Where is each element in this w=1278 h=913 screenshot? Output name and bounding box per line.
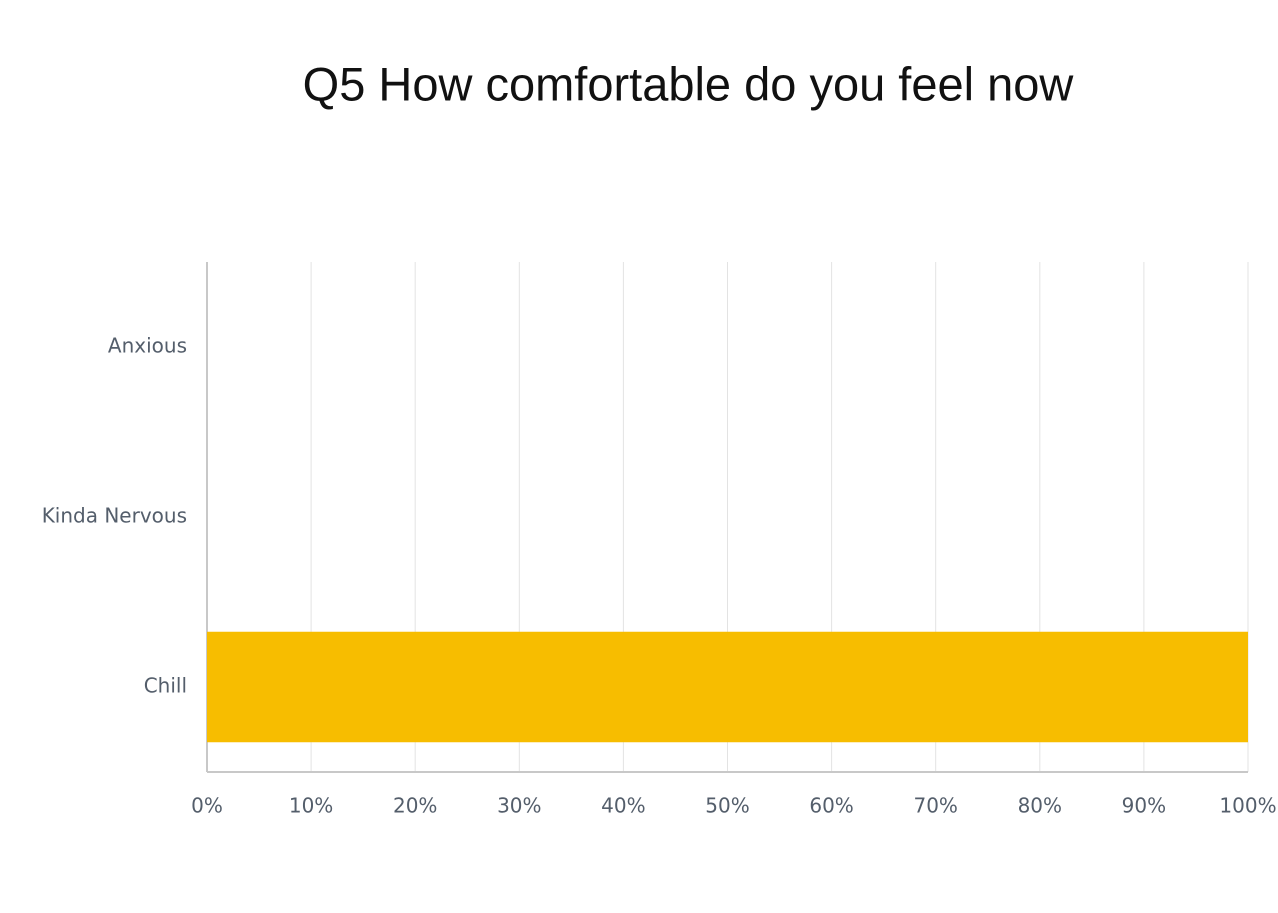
x-tick-label: 90%: [1122, 794, 1166, 818]
y-tick-label: Chill: [144, 674, 187, 698]
y-tick-label: Anxious: [108, 334, 187, 358]
chart-title: Q5 How comfortable do you feel now: [303, 57, 1075, 110]
x-tick-label: 30%: [497, 794, 541, 818]
x-tick-label: 10%: [289, 794, 333, 818]
x-tick-label: 70%: [913, 794, 957, 818]
x-tick-label: 40%: [601, 794, 645, 818]
x-tick-label: 80%: [1018, 794, 1062, 818]
x-tick-label: 0%: [191, 794, 223, 818]
bar: [207, 631, 1248, 743]
x-tick-label: 100%: [1219, 794, 1276, 818]
y-tick-label: Kinda Nervous: [42, 504, 187, 528]
x-tick-label: 20%: [393, 794, 437, 818]
x-tick-label: 60%: [809, 794, 853, 818]
x-tick-label: 50%: [705, 794, 749, 818]
